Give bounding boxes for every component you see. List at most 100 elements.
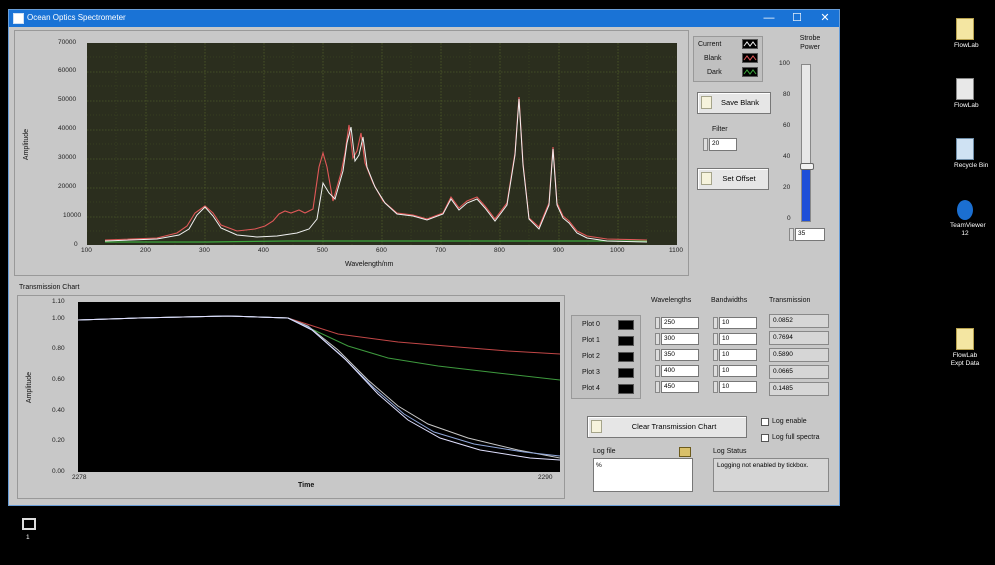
plot-3-swatch[interactable]: [618, 368, 634, 378]
spectrum-plot-area[interactable]: [87, 43, 677, 245]
bandwidth-input-4[interactable]: 10: [719, 381, 757, 393]
legend-blank-swatch[interactable]: [742, 53, 758, 63]
plot-1-swatch[interactable]: [618, 336, 634, 346]
transmission-value-3: 0.0665: [769, 365, 829, 379]
plot-4-swatch[interactable]: [618, 384, 634, 394]
y-tick: 0.00: [52, 468, 65, 475]
minimize-button[interactable]: —: [763, 12, 775, 24]
bandwidth-input-2[interactable]: 10: [719, 349, 757, 361]
teamviewer-icon: [957, 200, 973, 220]
filter-spinner[interactable]: [703, 138, 708, 151]
desktop-icon-flowlab[interactable]: FlowLab: [954, 18, 979, 49]
wavelength-input-4[interactable]: 450: [661, 381, 699, 393]
spectrum-plot-svg: [87, 43, 677, 245]
transmission-chart-title: Transmission Chart: [19, 284, 80, 291]
current-trace: [104, 98, 648, 243]
maximize-button[interactable]: ☐: [792, 12, 802, 24]
bandwidth-spinner[interactable]: [713, 365, 718, 377]
wavelength-spinner[interactable]: [655, 381, 660, 393]
wavelength-spinner[interactable]: [655, 333, 660, 345]
strobe-tick: 40: [783, 153, 791, 160]
wavelength-input-3[interactable]: 400: [661, 365, 699, 377]
legend-current-label: Current: [698, 41, 722, 48]
x-tick: 700: [435, 247, 446, 254]
wavelength-input-0[interactable]: 250: [661, 317, 699, 329]
bandwidth-spinner[interactable]: [713, 349, 718, 361]
desktop-icon-flowlab-2[interactable]: FlowLab: [954, 78, 979, 109]
bandwidth-input-1[interactable]: 10: [719, 333, 757, 345]
x-tick: 400: [258, 247, 269, 254]
plot-2-swatch[interactable]: [618, 352, 634, 362]
bandwidth-input-0[interactable]: 10: [719, 317, 757, 329]
set-offset-button[interactable]: Set Offset: [697, 168, 769, 190]
wave-icon: [743, 41, 757, 47]
spectrum-x-ticks: 100 200 300 400 500 600 700 800 900 1000…: [81, 247, 685, 257]
close-button[interactable]: ✕: [820, 12, 830, 24]
bandwidth-input-3[interactable]: 10: [719, 365, 757, 377]
plot-1-label: Plot 1: [582, 337, 600, 344]
desktop-icon-teamviewer[interactable]: TeamViewer 12: [950, 200, 986, 238]
app-icon: [13, 13, 24, 24]
plot-3-label: Plot 3: [582, 369, 600, 376]
strobe-input[interactable]: 35: [795, 228, 825, 241]
log-full-spectra-checkbox[interactable]: [761, 434, 769, 442]
transmission-header: Transmission: [769, 297, 811, 304]
wavelengths-header: Wavelengths: [651, 297, 692, 304]
strobe-scale: 100 80 60 40 20 0: [779, 60, 809, 230]
folder-icon[interactable]: [679, 447, 691, 457]
transmission-plot-area[interactable]: [78, 302, 560, 472]
y-tick: 10000: [63, 212, 82, 219]
taskbar-item[interactable]: 1: [20, 518, 40, 548]
legend-dark-swatch[interactable]: [742, 67, 758, 77]
clear-transmission-chart-button[interactable]: Clear Transmission Chart: [587, 416, 747, 438]
strobe-tick: 100: [779, 60, 790, 67]
transmission-x-start: 2278: [72, 474, 87, 481]
strobe-slider-thumb[interactable]: [800, 163, 814, 170]
y-tick: 50000: [58, 96, 77, 103]
spectrum-legend: Current Blank Dark: [693, 36, 763, 82]
bandwidths-header: Bandwidths: [711, 297, 748, 304]
save-blank-label: Save Blank: [721, 98, 759, 107]
transmission-x-end: 2290: [538, 474, 553, 481]
desktop-icon-recycle-bin[interactable]: Recycle Bin: [954, 138, 988, 169]
plot-0-swatch[interactable]: [618, 320, 634, 330]
wavelength-spinner[interactable]: [655, 317, 660, 329]
bandwidth-spinner[interactable]: [713, 381, 718, 393]
spectrum-x-label: Wavelength/nm: [345, 261, 394, 268]
y-tick: 0.60: [52, 376, 65, 383]
blank-trace: [104, 96, 648, 241]
desktop-icon-label: FlowLab: [954, 102, 979, 109]
x-tick: 300: [199, 247, 210, 254]
plot-2-label: Plot 2: [582, 353, 600, 360]
strobe-slider-track[interactable]: [800, 64, 814, 222]
save-blank-button[interactable]: Save Blank: [697, 92, 771, 114]
set-offset-label: Set Offset: [722, 174, 756, 183]
log-file-path[interactable]: %: [593, 458, 693, 492]
legend-current-swatch[interactable]: [742, 39, 758, 49]
transmission-value-0: 0.0852: [769, 314, 829, 328]
x-tick: 800: [494, 247, 505, 254]
wavelength-input-2[interactable]: 350: [661, 349, 699, 361]
y-tick: 60000: [58, 67, 77, 74]
x-tick: 1000: [610, 247, 625, 254]
bandwidth-spinner[interactable]: [713, 317, 718, 329]
y-tick: 0.20: [52, 437, 65, 444]
desktop-icon-flowlab-expt-data[interactable]: FlowLab Expt Data: [948, 328, 982, 368]
y-tick: 1.10: [52, 298, 65, 305]
y-tick: 30000: [58, 154, 77, 161]
transmission-x-label: Time: [298, 482, 315, 489]
strobe-tick: 0: [787, 215, 791, 222]
plot-4-label: Plot 4: [582, 385, 600, 392]
bandwidth-spinner[interactable]: [713, 333, 718, 345]
log-file-label: Log file: [593, 448, 616, 455]
spectrum-minor-grid: [87, 43, 677, 245]
transmission-plot-svg: [78, 315, 560, 461]
wavelength-spinner[interactable]: [655, 349, 660, 361]
wavelength-spinner[interactable]: [655, 365, 660, 377]
title-bar[interactable]: Ocean Optics Spectrometer — ☐ ✕: [9, 10, 839, 27]
log-enable-checkbox[interactable]: [761, 418, 769, 426]
strobe-spinner[interactable]: [789, 228, 794, 241]
wavelength-input-1[interactable]: 300: [661, 333, 699, 345]
filter-input[interactable]: 20: [709, 138, 737, 151]
document-icon: [701, 96, 712, 109]
